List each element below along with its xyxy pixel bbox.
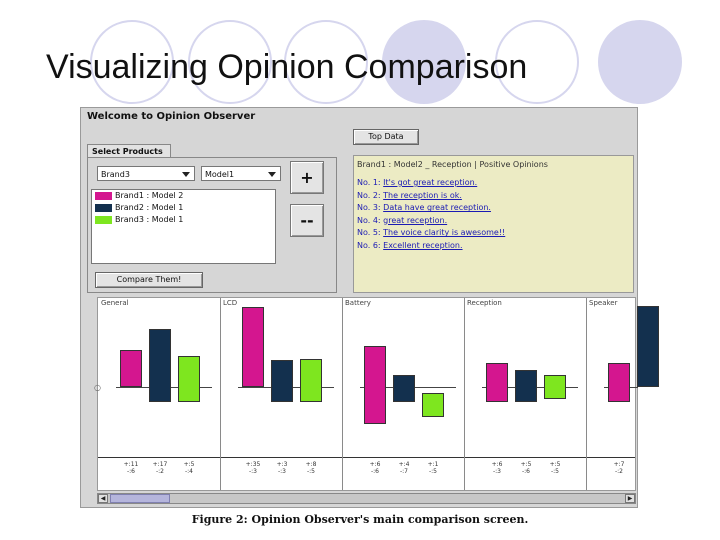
remove-product-button[interactable]: -- <box>290 204 324 237</box>
decor-circle <box>382 20 466 104</box>
category-label: Reception <box>467 299 502 307</box>
stat-label: +:1 -:5 <box>427 461 439 475</box>
top-data-button[interactable]: Top Data <box>353 129 419 145</box>
chevron-down-icon <box>268 172 276 177</box>
opinion-observer-window: Welcome to Opinion Observer Top Data Sel… <box>80 107 659 508</box>
bar <box>608 363 630 403</box>
bar <box>271 359 293 403</box>
opinion-item: No. 6: Excellent reception. <box>357 241 463 250</box>
product-list[interactable]: Brand1 : Model 2 Brand2 : Model 1 Brand3 :… <box>91 189 276 264</box>
stat-label: +:5 -:5 <box>549 461 561 475</box>
opinion-item: No. 3: Data have great reception. <box>357 203 491 212</box>
opinion-link[interactable]: Data have great reception. <box>383 203 491 213</box>
opinion-number: No. 4: <box>357 215 384 225</box>
model-select[interactable]: Model1 <box>201 166 281 181</box>
chevron-down-icon <box>182 172 190 177</box>
bar <box>486 363 508 403</box>
opinion-header: Brand1 : Model2 _ Reception | Positive O… <box>357 160 548 169</box>
bar <box>120 350 142 387</box>
opinion-item: No. 1: It's got great reception. <box>357 178 477 187</box>
bar <box>393 375 415 403</box>
window-title: Welcome to Opinion Observer <box>87 111 256 122</box>
slide-title: Visualizing Opinion Comparison <box>46 48 528 86</box>
color-swatch <box>95 204 112 212</box>
opinion-number: No. 3: <box>357 203 384 213</box>
stat-label: +:5 -:4 <box>183 461 195 475</box>
color-swatch <box>95 192 112 200</box>
model-select-value: Model1 <box>205 170 235 179</box>
opinion-number: No. 6: <box>357 241 384 250</box>
scroll-right-icon[interactable]: ▶ <box>625 494 635 503</box>
product-label: Brand3 : Model 1 <box>115 215 184 224</box>
stats-divider <box>98 457 635 458</box>
bar <box>300 358 322 403</box>
add-product-button[interactable]: + <box>290 161 324 194</box>
category-label: Battery <box>345 299 371 307</box>
group-divider <box>342 298 343 490</box>
figure-caption: Figure 2: Opinion Observer's main compar… <box>191 513 529 526</box>
bar <box>149 329 171 403</box>
opinion-number: No. 5: <box>357 228 384 238</box>
decor-circle <box>188 20 272 104</box>
bar <box>544 375 566 399</box>
scroll-thumb[interactable] <box>110 494 170 503</box>
tab-select-products[interactable]: Select Products <box>87 144 171 159</box>
bar <box>637 306 659 387</box>
stat-label: +:7 -:2 <box>613 461 625 475</box>
decor-circle <box>90 20 174 104</box>
list-item[interactable]: Brand3 : Model 1 <box>92 214 275 226</box>
stat-label: +:17 -:2 <box>152 461 168 475</box>
stat-label: +:6 -:3 <box>491 461 503 475</box>
horizontal-scrollbar[interactable]: ◀ ▶ <box>97 493 636 504</box>
product-label: Brand2 : Model 1 <box>115 203 184 212</box>
decor-circle <box>495 20 579 104</box>
group-divider <box>586 298 587 490</box>
opinion-number: No. 2: <box>357 190 384 200</box>
opinion-number: No. 1: <box>357 178 384 187</box>
stat-label: +:3 -:3 <box>276 461 288 475</box>
bar <box>422 393 444 418</box>
group-divider <box>464 298 465 490</box>
brand-select-value: Brand3 <box>101 170 130 179</box>
list-item[interactable]: Brand2 : Model 1 <box>92 202 275 214</box>
stat-label: +:35 -:3 <box>245 461 261 475</box>
stat-label: +:6 -:6 <box>369 461 381 475</box>
opinion-item: No. 2: The reception is ok. <box>357 191 462 200</box>
opinion-link[interactable]: Excellent reception. <box>383 241 463 250</box>
group-divider <box>220 298 221 490</box>
category-label: LCD <box>223 299 238 307</box>
stat-label: +:5 -:6 <box>520 461 532 475</box>
category-label: Speaker <box>589 299 618 307</box>
stat-label: +:8 -:5 <box>305 461 317 475</box>
stat-label: +:4 -:7 <box>398 461 410 475</box>
bar <box>364 346 386 425</box>
opinion-item: No. 5: The voice clarity is awesome!! <box>357 228 505 237</box>
decor-circle <box>598 20 682 104</box>
scroll-left-icon[interactable]: ◀ <box>98 494 108 503</box>
comparison-chart: ○ General +:11 -:6 +:17 -:2 +:5 -:4 LCD +:35 … <box>94 297 659 491</box>
product-label: Brand1 : Model 2 <box>115 191 184 200</box>
bar <box>515 370 537 403</box>
category-label: General <box>101 299 129 307</box>
color-swatch <box>95 216 112 224</box>
brand-select[interactable]: Brand3 <box>97 166 195 181</box>
opinion-link[interactable]: The voice clarity is awesome!! <box>383 228 506 238</box>
opinion-panel: Brand1 : Model2 _ Reception | Positive O… <box>353 155 634 293</box>
decor-circle <box>284 20 368 104</box>
opinion-link[interactable]: It's got great reception. <box>383 178 478 187</box>
stat-label: +:11 -:6 <box>123 461 139 475</box>
opinion-link[interactable]: great reception. <box>383 215 448 225</box>
opinion-item: No. 4: great reception. <box>357 216 447 225</box>
bar <box>178 356 200 403</box>
bar <box>242 307 264 387</box>
chart-side-marker: ○ <box>94 383 101 392</box>
list-item[interactable]: Brand1 : Model 2 <box>92 190 275 202</box>
compare-button[interactable]: Compare Them! <box>95 272 203 288</box>
opinion-link[interactable]: The reception is ok. <box>383 190 462 200</box>
